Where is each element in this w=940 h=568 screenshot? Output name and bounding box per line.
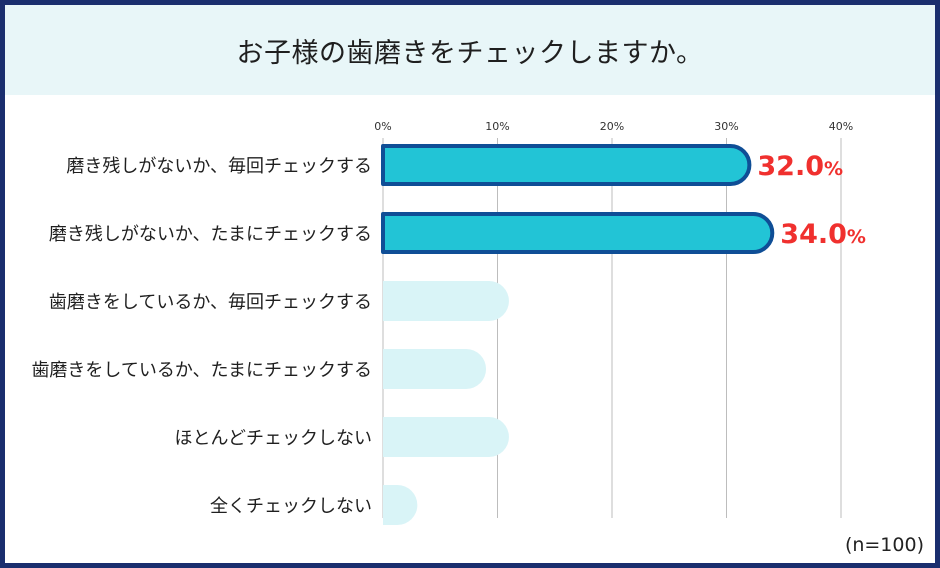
x-tick-label: 10% [485,120,509,133]
category-label: 歯磨きをしているか、毎回チェックする [49,292,372,313]
value-label: 34.0% [780,219,866,250]
category-label: ほとんどチェックしない [175,428,372,449]
category-label: 磨き残しがないか、たまにチェックする [49,224,372,245]
category-label: 全くチェックしない [210,496,372,517]
chart-title: お子様の歯磨きをチェックしますか。 [236,37,704,69]
sample-size-note: (n=100) [844,534,924,556]
x-tick-label: 20% [600,120,624,133]
bar [381,212,775,254]
value-label: 32.0% [757,151,843,182]
title-bar: お子様の歯磨きをチェックしますか。 [5,5,935,95]
bar [383,417,509,457]
bar [381,144,752,186]
x-tick-label: 40% [829,120,853,133]
x-tick-label: 0% [374,120,391,133]
category-label: 磨き残しがないか、毎回チェックする [66,156,372,177]
category-label: 歯磨きをしているか、たまにチェックする [31,360,372,381]
bar [383,281,509,321]
bar [383,485,418,525]
x-tick-label: 30% [714,120,738,133]
bar [383,349,487,389]
